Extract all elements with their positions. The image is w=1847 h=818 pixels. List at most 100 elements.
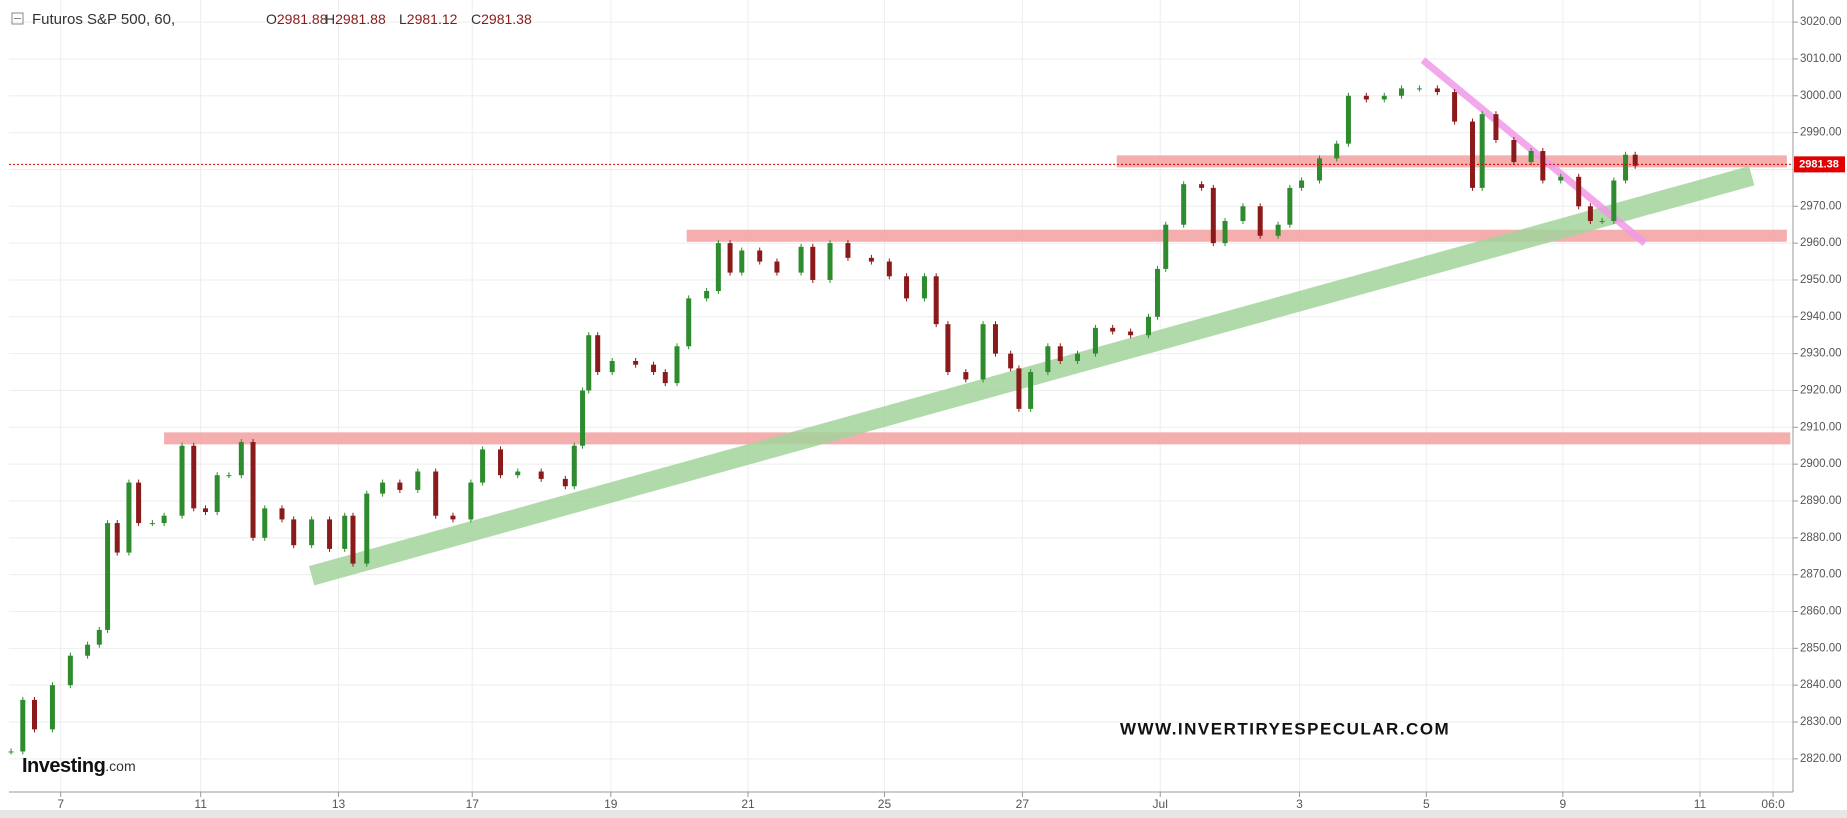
- candle-body: [757, 250, 763, 262]
- candle-body: [350, 515, 356, 564]
- candle-body: [1316, 158, 1322, 181]
- x-tick-label: 13: [332, 797, 346, 811]
- candle-body: [904, 276, 910, 299]
- x-tick-label: 25: [878, 797, 892, 811]
- last-price-label: 2981.38: [1799, 158, 1839, 170]
- candle-body: [827, 243, 833, 280]
- ohlc-item: L2981.12: [399, 11, 458, 27]
- candle-body: [1381, 95, 1387, 100]
- x-tick-label: 21: [741, 797, 755, 811]
- candle-body: [1154, 268, 1160, 317]
- y-tick-label: 2870.00: [1800, 569, 1842, 581]
- y-tick-label: 2930.00: [1800, 348, 1842, 360]
- y-tick-label: 2970.00: [1800, 200, 1842, 212]
- candle-body: [364, 493, 370, 564]
- y-tick-label: 2900.00: [1800, 458, 1842, 470]
- candle-body: [580, 390, 586, 446]
- y-tick-label: 2880.00: [1800, 532, 1842, 544]
- candle-body: [515, 471, 521, 476]
- x-tick-label: 5: [1423, 797, 1430, 811]
- x-tick-label: 9: [1559, 797, 1566, 811]
- candle-body: [1623, 154, 1629, 181]
- candle-body: [433, 471, 439, 516]
- candle-body: [96, 629, 102, 645]
- collapse-icon[interactable]: [11, 12, 24, 25]
- candle-body: [262, 508, 268, 538]
- candle-body: [662, 372, 668, 384]
- axis-labels: 2820.00 2830.00 2840.00 2850.00 2860.00 2870.…: [57, 16, 1845, 811]
- candle-body: [1558, 176, 1564, 181]
- y-tick-label: 3020.00: [1800, 16, 1842, 28]
- candle-body: [342, 515, 348, 549]
- ohlc-value: 2981.88: [335, 11, 386, 27]
- candle-body: [1199, 184, 1205, 188]
- candle-body: [845, 243, 851, 258]
- candle-body: [49, 685, 55, 730]
- candle-body: [1416, 88, 1422, 90]
- x-tick-label: 11: [1694, 797, 1707, 811]
- candle-body: [238, 442, 244, 476]
- candle-body: [704, 291, 710, 299]
- x-tick-label: 11: [194, 797, 207, 811]
- candle-body: [498, 449, 504, 476]
- candle-body: [1275, 224, 1281, 236]
- candle-body: [1128, 331, 1134, 336]
- candle-body: [933, 276, 939, 325]
- candle-body: [674, 346, 680, 384]
- candle-body: [191, 445, 197, 509]
- candle-body: [810, 246, 816, 280]
- chart-title: Futuros S&P 500, 60,: [32, 11, 175, 28]
- candle-body: [1452, 92, 1458, 122]
- candle-body: [633, 361, 639, 365]
- ohlc-key: C: [471, 11, 481, 27]
- candle-body: [161, 515, 167, 524]
- y-tick-label: 2840.00: [1800, 679, 1842, 691]
- candle-body: [1181, 184, 1187, 225]
- candle-body: [250, 442, 256, 538]
- candle-body: [226, 475, 232, 477]
- candle-body: [20, 699, 26, 752]
- candle-body: [980, 324, 986, 380]
- candle-body: [105, 523, 111, 630]
- candle-body: [1632, 154, 1638, 166]
- x-tick-label: 17: [466, 797, 480, 811]
- y-tick-label: 2940.00: [1800, 311, 1842, 323]
- candle-body: [571, 445, 577, 487]
- candle-body: [1434, 88, 1440, 93]
- candle-body: [886, 261, 892, 277]
- candle-body: [397, 482, 403, 490]
- candle-body: [651, 364, 657, 373]
- candle-body: [1399, 88, 1405, 96]
- candle-body: [774, 261, 780, 273]
- x-tick-label: 06:0: [1761, 797, 1785, 811]
- candle-body: [179, 445, 185, 516]
- candle-body: [1540, 151, 1546, 181]
- candle-body: [136, 482, 142, 524]
- annotations: [164, 57, 1791, 586]
- candle-body: [1075, 353, 1081, 362]
- candle-body: [202, 508, 208, 513]
- trend-line: [1420, 57, 1648, 246]
- y-tick-label: 2830.00: [1800, 716, 1842, 728]
- x-tick-label: 3: [1296, 797, 1303, 811]
- candle-body: [1479, 114, 1485, 188]
- candle-body: [1528, 151, 1534, 163]
- candle-body: [1045, 346, 1051, 373]
- candle-body: [126, 482, 132, 553]
- candle-body: [798, 246, 804, 273]
- ohlc-key: H: [325, 11, 335, 27]
- candle-body: [279, 508, 285, 520]
- candle-body: [85, 644, 91, 656]
- candle-body: [739, 250, 745, 273]
- candle-body: [1008, 353, 1014, 369]
- candle-body: [450, 515, 456, 520]
- candle-body: [1092, 327, 1098, 354]
- candle-body: [149, 523, 155, 525]
- last-price-tag: [1794, 156, 1845, 173]
- y-tick-label: 2850.00: [1800, 642, 1842, 654]
- candle-body: [992, 324, 998, 354]
- logo-main: Investing: [22, 755, 105, 777]
- candle-body: [595, 335, 601, 373]
- candle-body: [562, 478, 568, 487]
- y-tick-label: 2960.00: [1800, 237, 1842, 249]
